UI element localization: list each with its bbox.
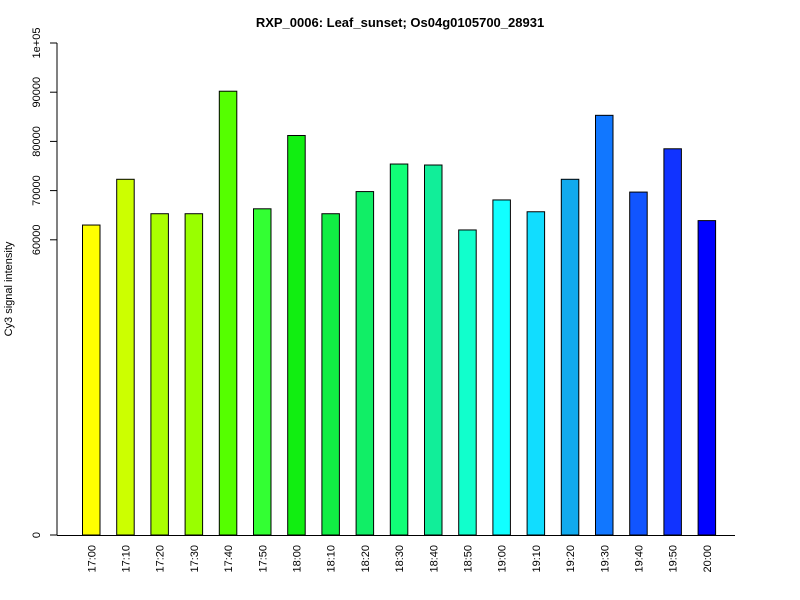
y-axis-label: Cy3 signal intensity bbox=[3, 241, 15, 336]
y-tick-label: 80000 bbox=[31, 126, 43, 157]
y-tick-label: 1e+05 bbox=[31, 28, 43, 59]
bar-1740 bbox=[218, 90, 238, 536]
bar-1950 bbox=[663, 148, 682, 536]
x-tick-label: 17:30 bbox=[189, 545, 201, 573]
x-tick-label: 20:00 bbox=[702, 545, 714, 573]
bar-1700 bbox=[82, 224, 101, 536]
y-tick-label: 90000 bbox=[31, 77, 43, 108]
bar-1800 bbox=[287, 134, 306, 536]
bar-1840 bbox=[424, 164, 443, 536]
bar-1920 bbox=[560, 178, 580, 536]
bar-1810 bbox=[321, 213, 340, 536]
x-tick-label: 17:50 bbox=[257, 545, 269, 573]
x-tick-label: 17:20 bbox=[155, 545, 167, 573]
y-tick-label: 70000 bbox=[31, 175, 43, 206]
bar-1730 bbox=[184, 213, 204, 536]
bar-1910 bbox=[526, 211, 546, 536]
x-tick-label: 17:40 bbox=[223, 545, 235, 573]
bar-1830 bbox=[389, 163, 409, 536]
x-tick-label: 19:20 bbox=[565, 545, 577, 573]
bar-2000 bbox=[697, 220, 717, 536]
bars-group bbox=[82, 90, 717, 536]
y-tick-label: 60000 bbox=[31, 225, 43, 256]
x-tick-label: 18:00 bbox=[291, 545, 303, 573]
x-tick-label: 19:00 bbox=[497, 545, 509, 573]
bar-1900 bbox=[492, 199, 511, 536]
x-tick-label: 18:40 bbox=[428, 545, 440, 573]
y-axis: 0 60000 70000 80000 90000 1e+05 bbox=[31, 28, 58, 538]
x-tick-label: 18:10 bbox=[326, 545, 338, 573]
bar-1720 bbox=[150, 213, 169, 536]
x-tick-label: 19:40 bbox=[633, 545, 645, 573]
bar-1940 bbox=[629, 191, 648, 536]
x-tick-label: 17:00 bbox=[86, 545, 98, 573]
bar-1850 bbox=[458, 229, 477, 536]
x-tick-label: 18:30 bbox=[394, 545, 406, 573]
bar-1820 bbox=[355, 191, 375, 536]
x-tick-label: 18:20 bbox=[360, 545, 372, 573]
x-tick-label: 19:30 bbox=[599, 545, 611, 573]
x-tick-label: 17:10 bbox=[120, 545, 132, 573]
x-tick-label: 19:10 bbox=[531, 545, 543, 573]
chart-title: RXP_0006: Leaf_sunset; Os04g0105700_2893… bbox=[256, 15, 544, 30]
bar-1930 bbox=[595, 114, 614, 536]
bar-1710 bbox=[116, 178, 135, 536]
y-tick-label: 0 bbox=[31, 532, 43, 538]
bar-1750 bbox=[253, 208, 272, 536]
x-tick-label: 19:50 bbox=[668, 545, 680, 573]
x-axis: 17:00 17:10 17:20 17:30 17:40 17:50 18:00 18:10… bbox=[57, 535, 735, 573]
x-tick-label: 18:50 bbox=[462, 545, 474, 573]
